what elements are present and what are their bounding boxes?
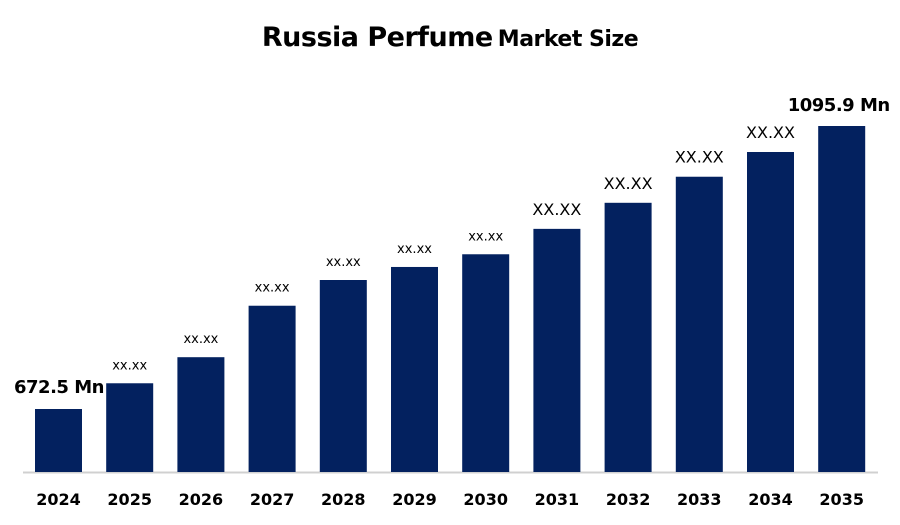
bar-2032: [604, 202, 652, 472]
x-tick-label: 2025: [107, 490, 152, 509]
bar-2028: [319, 279, 367, 472]
data-label: xx.xx: [255, 281, 290, 296]
x-tick-label: 2032: [606, 490, 651, 509]
bar-2033: [675, 176, 723, 473]
x-tick-label: 2026: [179, 490, 224, 509]
x-tick-label: 2034: [748, 490, 793, 509]
chart-title-suffix: Market Size: [497, 27, 639, 52]
x-tick-label: 2033: [677, 490, 722, 509]
bar-2034: [747, 152, 794, 472]
bar-2031: [533, 228, 581, 472]
data-label: XX.XX: [604, 174, 653, 193]
data-label: 672.5 Mn: [14, 377, 104, 398]
bar-2026: [177, 357, 225, 472]
bar-2035: [818, 126, 866, 472]
data-label: XX.XX: [532, 200, 581, 219]
chart-title: Russia Perfume Market Size: [0, 22, 900, 53]
bar-2030: [462, 254, 510, 472]
data-label: xx.xx: [183, 332, 218, 347]
bar-2024: [35, 409, 82, 472]
x-tick-label: 2028: [321, 490, 366, 509]
data-label: xx.xx: [112, 358, 147, 373]
chart-title-main: Russia Perfume: [261, 22, 493, 53]
bar-2027: [248, 305, 296, 472]
bar-2029: [391, 266, 438, 472]
data-label: XX.XX: [675, 148, 724, 167]
x-tick-label: 2024: [36, 490, 81, 509]
bar-2025: [106, 383, 154, 472]
data-label: xx.xx: [326, 255, 361, 270]
data-label: 1095.9 Mn: [788, 95, 890, 116]
data-label: XX.XX: [746, 123, 795, 142]
x-tick-label: 2031: [535, 490, 580, 509]
data-label: xx.xx: [468, 229, 503, 244]
x-tick-label: 2029: [392, 490, 437, 509]
x-tick-label: 2035: [819, 490, 864, 509]
x-tick-label: 2030: [463, 490, 508, 509]
data-label: xx.xx: [397, 242, 432, 257]
x-tick-label: 2027: [250, 490, 295, 509]
